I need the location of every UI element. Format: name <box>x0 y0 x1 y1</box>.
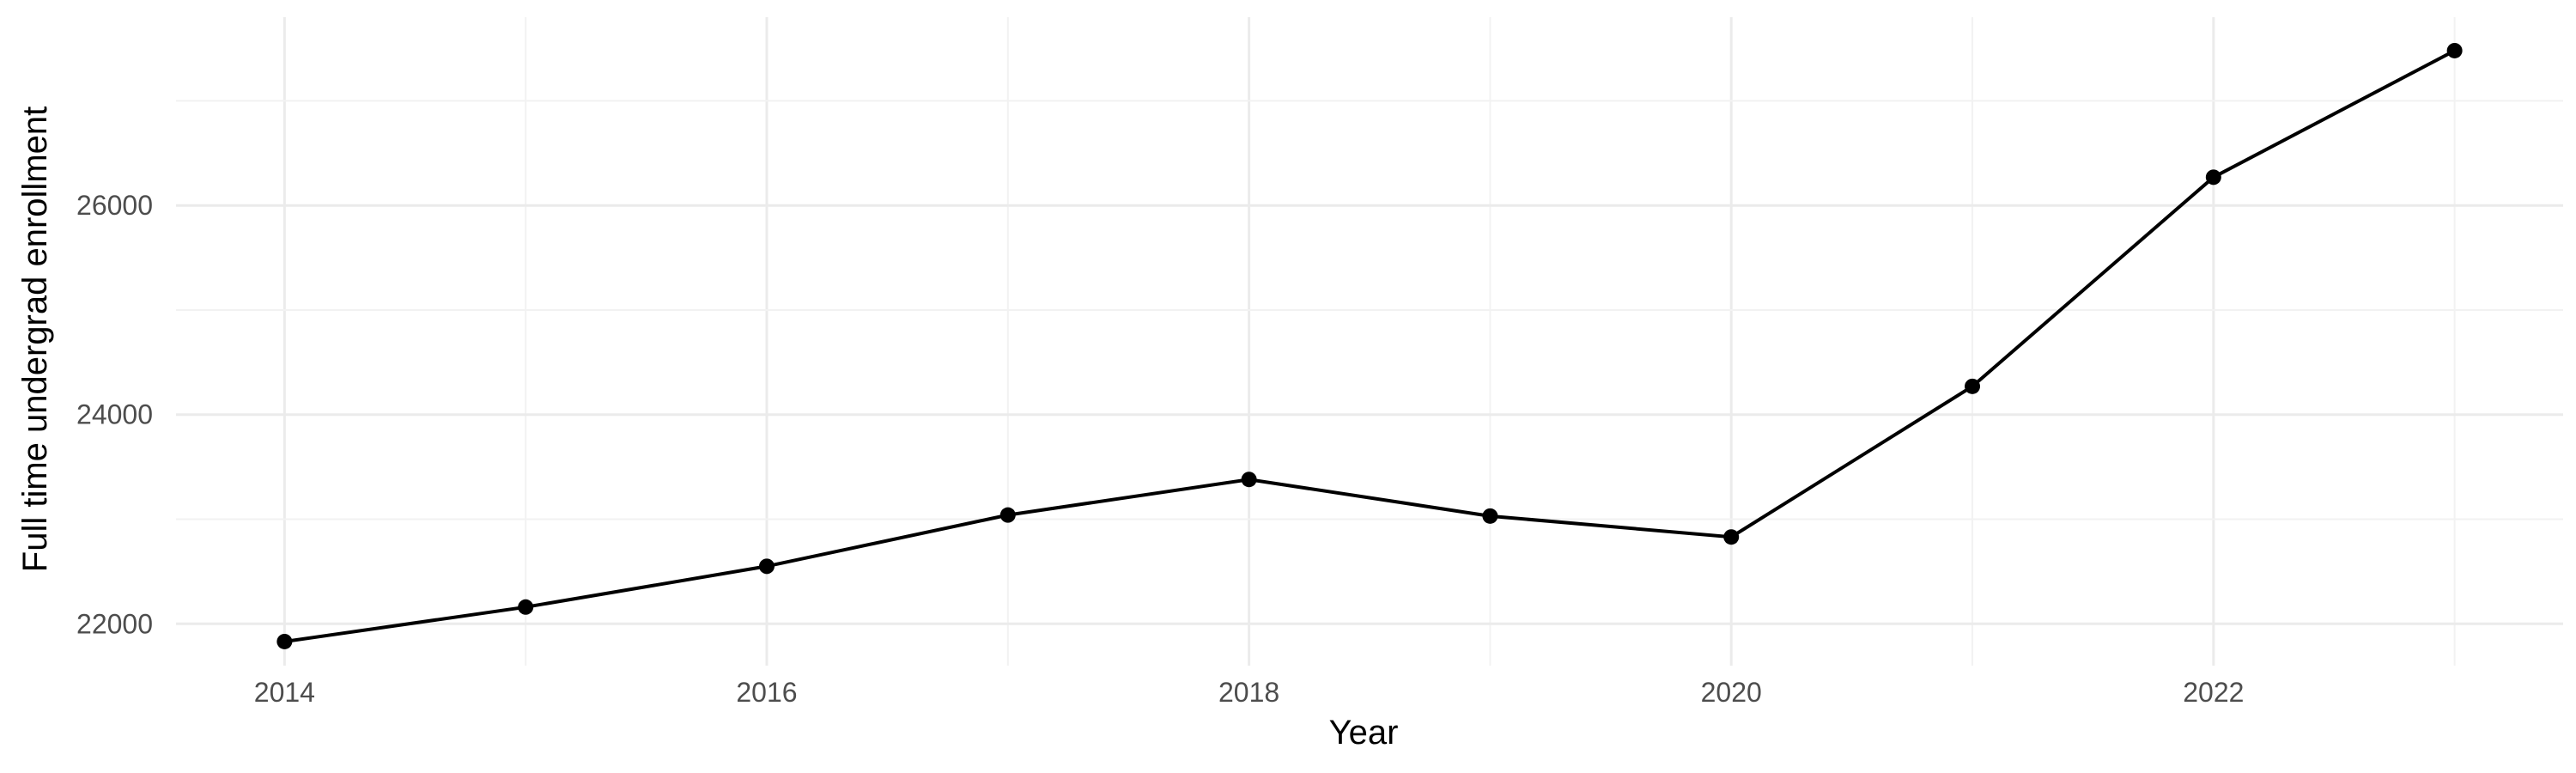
grid <box>176 17 2563 666</box>
x-axis-title: Year <box>1329 714 1399 752</box>
x-tick-label: 2016 <box>736 677 797 708</box>
data-point <box>1482 508 1498 524</box>
data-point <box>1965 378 1981 394</box>
series-line <box>284 49 2456 643</box>
y-axis-title: Full time undergrad enrollment <box>16 107 54 572</box>
x-tick-label: 2014 <box>254 677 315 708</box>
data-point <box>1723 529 1740 545</box>
data-point <box>518 599 534 615</box>
y-tick-label: 26000 <box>76 190 153 221</box>
series <box>276 42 2463 649</box>
x-tick-label: 2022 <box>2183 677 2244 708</box>
data-point <box>999 507 1016 523</box>
y-tick-label: 22000 <box>76 608 153 639</box>
data-point <box>1241 472 1257 488</box>
data-point <box>276 633 293 649</box>
tick-labels: 2014 2016 2018 2020 2022 22000 24000 26000 <box>76 190 2244 708</box>
data-point <box>2205 169 2221 186</box>
data-point <box>2446 42 2463 58</box>
x-tick-label: 2018 <box>1218 677 1279 708</box>
data-point <box>758 558 775 575</box>
y-tick-label: 24000 <box>76 399 153 430</box>
x-tick-label: 2020 <box>1701 677 1762 708</box>
